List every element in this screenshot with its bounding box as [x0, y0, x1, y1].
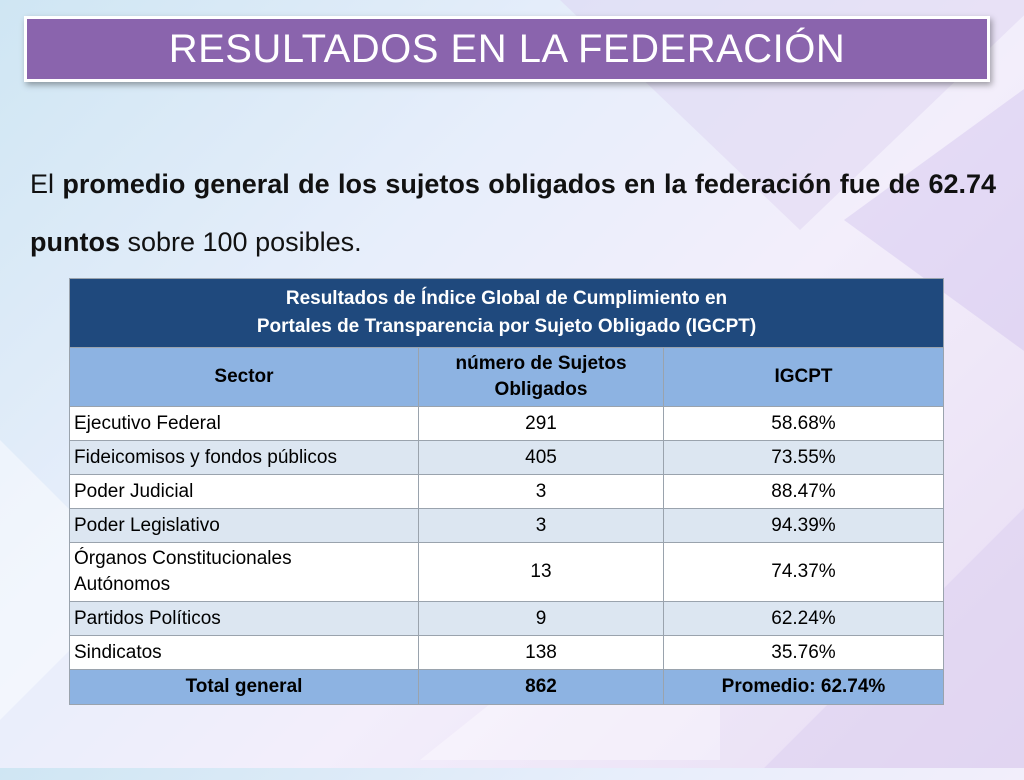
table-total-row: Total general 862 Promedio: 62.74% [69, 669, 944, 705]
cell-igcpt: 74.37% [663, 542, 944, 602]
table-row: Poder Legislativo 3 94.39% [69, 508, 944, 543]
cell-count: 405 [418, 440, 664, 475]
table-row: Partidos Políticos 9 62.24% [69, 601, 944, 636]
results-table: Resultados de Índice Global de Cumplimie… [69, 278, 944, 705]
cell-count: 138 [418, 635, 664, 670]
cell-sector: Ejecutivo Federal [69, 406, 419, 441]
table-row: Órganos Constitucionales Autónomos 13 74… [69, 542, 944, 602]
header-sector: Sector [69, 347, 419, 407]
total-igcpt: Promedio: 62.74% [663, 669, 944, 705]
cell-igcpt: 94.39% [663, 508, 944, 543]
cell-count: 9 [418, 601, 664, 636]
intro-paragraph: El promedio general de los sujetos oblig… [30, 155, 996, 271]
cell-sector: Poder Judicial [69, 474, 419, 509]
header-count-line1: número de Sujetos [455, 353, 627, 374]
cell-sector-line2: Autónomos [74, 574, 171, 595]
cell-igcpt: 58.68% [663, 406, 944, 441]
cell-sector: Poder Legislativo [69, 508, 419, 543]
header-count: número de Sujetos Obligados [418, 347, 664, 407]
slide-title: RESULTADOS EN LA FEDERACIÓN [168, 26, 846, 71]
header-igcpt: IGCPT [663, 347, 944, 407]
total-count: 862 [418, 669, 664, 705]
table-caption-line1: Resultados de Índice Global de Cumplimie… [285, 288, 728, 309]
table-caption-line2: Portales de Transparencia por Sujeto Obl… [256, 316, 757, 337]
cell-sector: Sindicatos [69, 635, 419, 670]
cell-igcpt: 73.55% [663, 440, 944, 475]
total-label: Total general [69, 669, 419, 705]
intro-text-end: sobre 100 posibles. [119, 227, 362, 257]
cell-count: 291 [418, 406, 664, 441]
table-row: Ejecutivo Federal 291 58.68% [69, 406, 944, 441]
intro-text-start: El [30, 169, 63, 199]
table-caption: Resultados de Índice Global de Cumplimie… [69, 278, 944, 348]
cell-sector: Fideicomisos y fondos públicos [69, 440, 419, 475]
slide-title-banner: RESULTADOS EN LA FEDERACIÓN [24, 16, 990, 82]
table-row: Poder Judicial 3 88.47% [69, 474, 944, 509]
header-count-line2: Obligados [494, 379, 588, 400]
cell-sector: Órganos Constitucionales Autónomos [69, 542, 419, 602]
intro-text-bold: promedio general de los sujetos obligado… [30, 169, 997, 257]
cell-count: 13 [418, 542, 664, 602]
table-caption-row: Resultados de Índice Global de Cumplimie… [69, 278, 944, 348]
cell-count: 3 [418, 508, 664, 543]
cell-sector-line1: Órganos Constitucionales [74, 548, 292, 569]
cell-igcpt: 35.76% [663, 635, 944, 670]
cell-igcpt: 88.47% [663, 474, 944, 509]
table-header-row: Sector número de Sujetos Obligados IGCPT [69, 347, 944, 407]
table-row: Fideicomisos y fondos públicos 405 73.55… [69, 440, 944, 475]
cell-count: 3 [418, 474, 664, 509]
cell-sector: Partidos Políticos [69, 601, 419, 636]
cell-igcpt: 62.24% [663, 601, 944, 636]
table-row: Sindicatos 138 35.76% [69, 635, 944, 670]
